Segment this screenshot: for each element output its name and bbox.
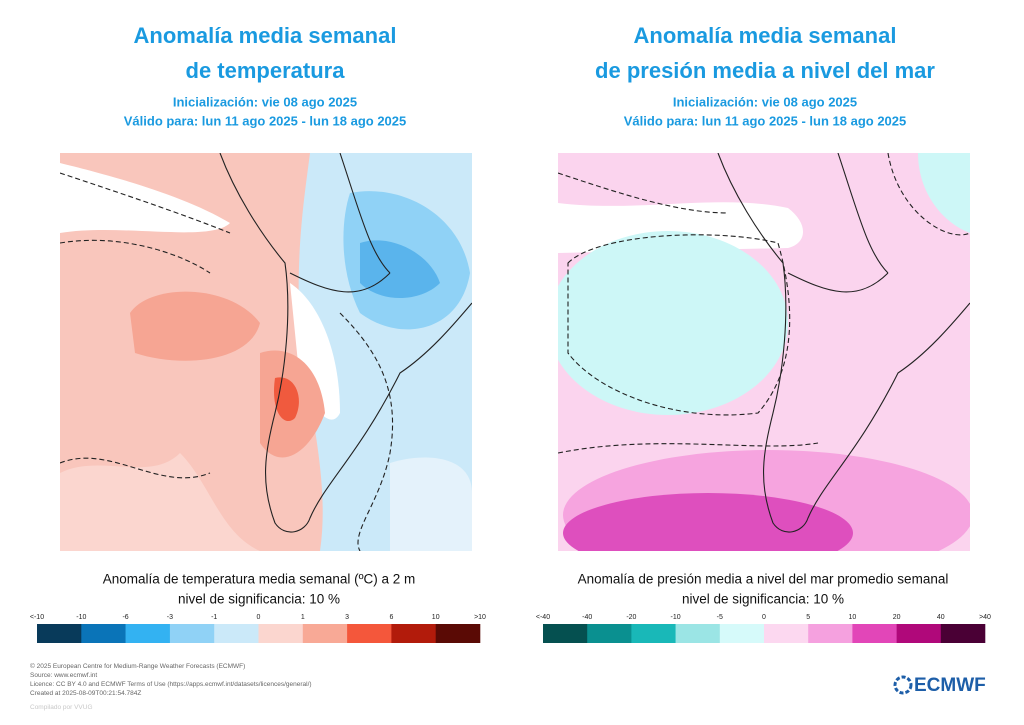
colorbar-segment (940, 624, 986, 643)
colorbar-label: <-10 (30, 614, 44, 621)
title: de temperatura (186, 58, 346, 83)
colorbar-segment (764, 624, 809, 643)
footer-line: Licence: CC BY 4.0 and ECMWF Terms of Us… (30, 681, 312, 688)
colorbar-label: -10 (76, 614, 86, 621)
colorbar-segment (258, 624, 304, 643)
initialization: Inicialización: vie 08 ago 2025 (673, 94, 857, 109)
temperature-map (60, 153, 472, 551)
colorbar-label: >10 (474, 614, 486, 621)
colorbar-segment (125, 624, 171, 643)
colorbar-label: 10 (849, 614, 857, 621)
colorbar-segment (169, 624, 215, 643)
colorbar-segment (631, 624, 676, 643)
colorbar-segment (302, 624, 348, 643)
colorbar-label: 1 (301, 614, 305, 621)
colorbar-label: 0 (257, 614, 261, 621)
caption: Anomalía de temperatura media semanal (º… (103, 572, 416, 587)
pressure-map (558, 153, 970, 551)
colorbar-label: -10 (671, 614, 681, 621)
colorbar-segment (435, 624, 481, 643)
compiled: Compilado por VVUG (30, 704, 93, 711)
colorbar-label: 10 (432, 614, 440, 621)
colorbar-segment (81, 624, 126, 643)
colorbar-segment (37, 624, 82, 643)
colorbar-segment (808, 624, 853, 643)
colorbar: <-10 -10 -6 -3 -1 0 1 3 6 10 >10 (30, 614, 486, 643)
colorbar-label: 0 (762, 614, 766, 621)
colorbar-label: 40 (937, 614, 945, 621)
colorbar-segment (719, 624, 765, 643)
colorbar-label: -3 (167, 614, 173, 621)
colorbar-label: -40 (582, 614, 592, 621)
colorbar-label: -6 (122, 614, 128, 621)
significance: nivel de significancia: 10 % (682, 592, 844, 607)
colorbar-label: 20 (893, 614, 901, 621)
colorbar: <-40 -40 -20 -10 -5 0 5 10 20 40 >40 (536, 614, 991, 643)
colorbar-segment (587, 624, 632, 643)
footer-line: © 2025 European Centre for Medium-Range … (30, 662, 245, 670)
footer-line: Source: www.ecmwf.int (30, 672, 97, 679)
logo: ECMWF (893, 675, 986, 696)
colorbar-segment (896, 624, 942, 643)
caption: Anomalía de presión media a nivel del ma… (578, 572, 949, 587)
colorbar-segment (214, 624, 259, 643)
colorbar-label: 3 (345, 614, 349, 621)
colorbar-label: -1 (211, 614, 217, 621)
colorbar-segment (543, 624, 588, 643)
footer-line: Created at 2025-08-09T00:21:54.784Z (30, 690, 141, 697)
title: Anomalía media semanal (134, 23, 397, 48)
valid: Válido para: lun 11 ago 2025 - lun 18 ag… (624, 113, 907, 128)
colorbar-label: >40 (979, 614, 991, 621)
significance: nivel de significancia: 10 % (178, 592, 340, 607)
valid: Válido para: lun 11 ago 2025 - lun 18 ag… (124, 113, 407, 128)
colorbar-label: -20 (626, 614, 636, 621)
colorbar-label: <-40 (536, 614, 550, 621)
title: Anomalía media semanal (634, 23, 897, 48)
colorbar-label: 6 (389, 614, 393, 621)
colorbar-segment (391, 624, 436, 643)
colorbar-segment (675, 624, 721, 643)
colorbar-segment (347, 624, 392, 643)
colorbar-label: 5 (806, 614, 810, 621)
title: de presión media a nivel del mar (595, 58, 935, 83)
colorbar-segment (852, 624, 897, 643)
logo-text: ECMWF (914, 675, 986, 696)
initialization: Inicialización: vie 08 ago 2025 (173, 94, 357, 109)
colorbar-label: -5 (717, 614, 723, 621)
